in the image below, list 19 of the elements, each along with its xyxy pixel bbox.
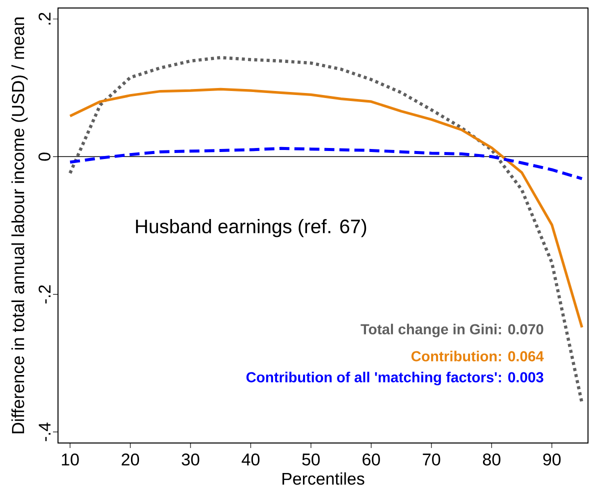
x-tick-label: 40 — [242, 453, 260, 466]
y-tick-label: -.2 — [38, 285, 50, 304]
y-tick-label: -.4 — [38, 422, 50, 442]
text: Contribution: 0.064 — [411, 350, 544, 362]
x-tick-label: 80 — [482, 453, 500, 466]
x-axis-title: Percentiles — [282, 472, 364, 485]
x-tick-label: 30 — [182, 453, 200, 466]
x-tick-label: 70 — [422, 453, 440, 466]
y-tick-label: 0 — [38, 152, 50, 161]
x-tick-label: 50 — [302, 453, 320, 466]
series-label: Total change in Gini: 0.070 — [360, 324, 544, 338]
y-tick-label: .2 — [38, 12, 50, 24]
x-tick-label: 10 — [62, 453, 79, 466]
y-axis-title: Difference in total annual labour income (USD) / mean — [11, 17, 28, 434]
annotation: Husband earnings (ref. 67) — [136, 218, 366, 238]
x-tick-label: 20 — [122, 453, 140, 466]
text: Contribution of all 'matching factors': 0.003 — [246, 372, 544, 386]
x-tick-label: 90 — [543, 453, 561, 466]
x-tick-label: 60 — [362, 453, 380, 466]
